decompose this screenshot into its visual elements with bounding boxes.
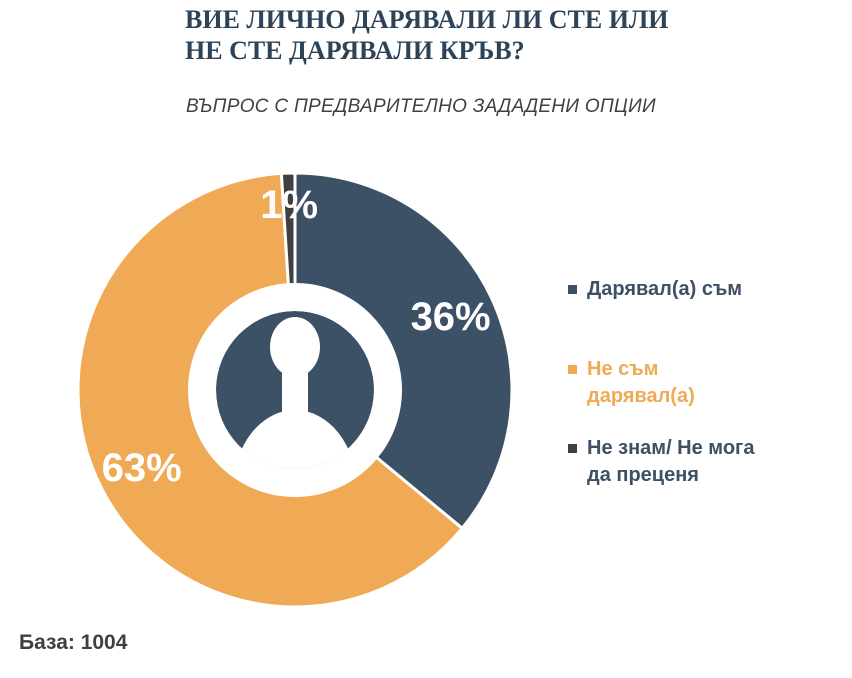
legend-label: Не съм дарявал(а) xyxy=(587,358,695,407)
pie-slice-1 xyxy=(293,171,514,530)
legend-marker xyxy=(568,444,577,453)
legend-marker xyxy=(568,285,577,294)
slice-label-3: 1% xyxy=(260,183,318,227)
donut-chart-svg: 36% 63% 1% xyxy=(76,171,514,609)
page-title: ВИЕ ЛИЧНО ДАРЯВАЛИ ЛИ СТЕ ИЛИ НЕ СТЕ ДАР… xyxy=(185,5,669,66)
slice-label-2: 63% xyxy=(102,446,182,490)
donut-chart: 36% 63% 1% xyxy=(55,150,535,630)
legend-label: Не знам/ Не мога да преценя xyxy=(587,437,755,486)
chart-legend: Дарявал(а) съм Не съм дарявал(а) Не знам/ … xyxy=(568,276,755,489)
base-note: База: 1004 xyxy=(19,631,128,654)
person-silhouette-icon xyxy=(216,311,374,469)
legend-item-2: Не съм дарявал(а) xyxy=(568,356,755,410)
legend-item-3: Не знам/ Не мога да преценя xyxy=(568,435,755,489)
legend-label: Дарявал(а) съм xyxy=(587,278,743,300)
chart-subtitle: ВЪПРОС С ПРЕДВАРИТЕЛНО ЗАДАДЕНИ ОПЦИИ xyxy=(186,96,656,117)
legend-item-1: Дарявал(а) съм xyxy=(568,276,755,303)
legend-marker xyxy=(568,365,577,374)
slice-label-1: 36% xyxy=(411,295,491,339)
